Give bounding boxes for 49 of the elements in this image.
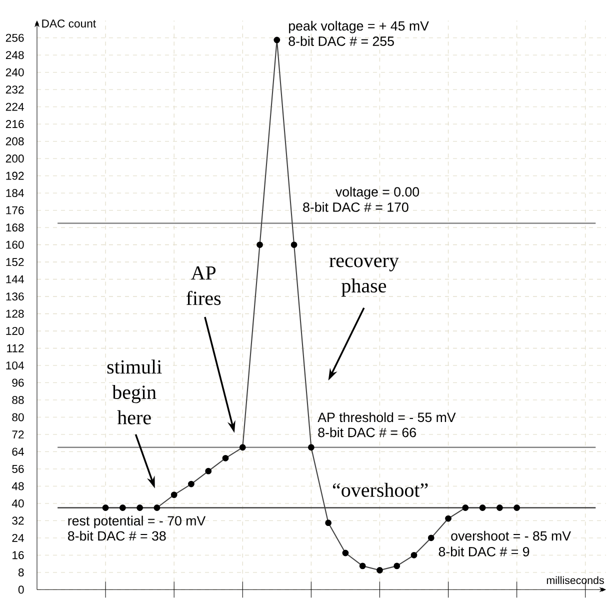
y-tick-label: 32 [12, 516, 24, 525]
annotation: recovery phase [329, 258, 399, 297]
y-tick-label: 152 [6, 258, 24, 266]
ref-line-label: 8-bit DAC # = 38 [68, 530, 166, 541]
y-tick-label: 240 [6, 68, 24, 76]
y-tick-label: 112 [7, 344, 24, 352]
y-tick-label: 64 [12, 448, 24, 456]
y-tick-label: 56 [12, 464, 24, 473]
y-tick-label: 96 [12, 378, 24, 387]
y-tick-label: 8 [18, 568, 24, 576]
y-tick-label: 248 [6, 51, 24, 60]
annotation: rest potential = - 70 mV [68, 516, 206, 528]
annotation: stimuli begin here [107, 360, 162, 424]
y-tick-label: 256 [6, 34, 24, 42]
annotation: AP fires [186, 266, 221, 306]
x-axis-title: milliseconds [546, 576, 604, 584]
annotation: 8-bit DAC # = 255 [288, 36, 394, 46]
annotation: overshoot = - 85 mV [451, 530, 571, 541]
y-tick-label: 120 [6, 326, 24, 335]
y-tick-label: 160 [6, 240, 24, 249]
y-tick-label: 40 [12, 499, 24, 508]
annotation: voltage = 0.00 [335, 186, 420, 200]
y-tick-label: 208 [6, 137, 24, 146]
y-tick-label: 144 [6, 275, 24, 284]
y-tick-label: 80 [12, 413, 24, 422]
y-tick-label: 88 [12, 396, 24, 404]
ref-line-label: 8-bit DAC # = 66 [318, 427, 416, 438]
ref-line-label: 8-bit DAC # = 170 [303, 202, 408, 212]
y-tick-label: 48 [12, 482, 24, 490]
y-tick-label: 128 [6, 310, 24, 318]
y-tick-label: 136 [6, 292, 24, 301]
y-tick-label: 200 [6, 154, 24, 163]
y-tick-label: 104 [6, 361, 24, 370]
annotation: AP threshold = - 55 mV [318, 412, 456, 422]
y-tick-label: 216 [6, 120, 24, 128]
y-tick-label: 192 [6, 172, 24, 180]
y-tick-label: 224 [6, 102, 24, 111]
y-tick-label: 0 [18, 586, 24, 594]
annotation: 8-bit DAC # = 9 [438, 546, 530, 556]
y-tick-label: 184 [6, 189, 24, 198]
y-tick-label: 72 [12, 430, 24, 438]
y-tick-label: 176 [6, 206, 24, 214]
y-tick-label: 16 [12, 551, 24, 560]
annotation: peak voltage = + 45 mV [289, 20, 429, 34]
annotation: “overshoot” [332, 482, 428, 497]
y-tick-label: 24 [12, 534, 24, 542]
y-tick-label: 168 [6, 224, 24, 232]
y-axis-title: DAC count [42, 20, 96, 28]
y-tick-label: 232 [6, 86, 24, 94]
